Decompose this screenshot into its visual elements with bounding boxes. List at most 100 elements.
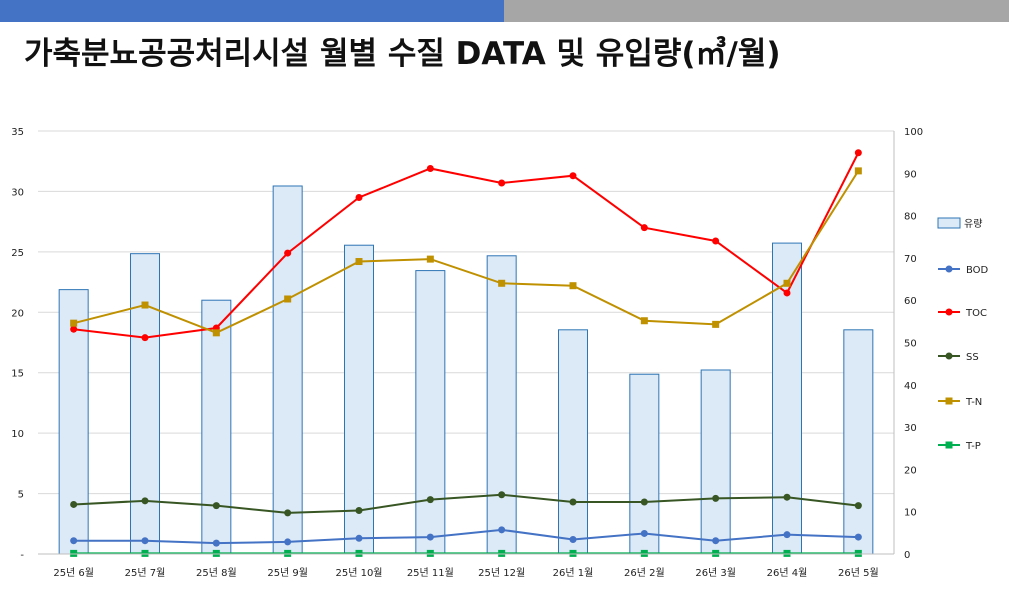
x-tick-label: 25년 7월 [125,567,166,579]
legend-label: BOD [966,265,989,276]
point-bod [426,533,434,541]
point-ss [284,509,292,517]
point-t-n [640,317,648,325]
bar [344,244,374,555]
point-toc [640,224,648,232]
point-bod [355,534,363,542]
point-ss [141,497,149,505]
legend: 유량 BOD TOC SS T-N T-P [937,217,989,452]
point-t-p [569,549,577,557]
right-tick-label: 0 [904,550,910,561]
legend-label: T-P [965,441,981,452]
point-t-n [854,167,862,175]
series-line-t-n [73,170,860,334]
right-tick-label: 10 [904,508,917,519]
right-tick-label: 20 [904,465,917,476]
left-tick-label: 10 [11,429,24,440]
legend-label: SS [966,352,979,363]
page-title: 가축분뇨공공처리시설 월별 수질 DATA 및 유입량(㎥/월) [24,36,781,72]
point-t-p [426,549,434,557]
point-ss [355,506,363,514]
legend-label: T-N [965,397,982,408]
point-t-p [355,549,363,557]
point-bod [783,531,791,539]
legend-marker [945,397,953,405]
legend-label: 유량 [964,218,982,230]
left-tick-label: 5 [18,490,24,501]
right-tick-label: 40 [904,381,917,392]
point-ss [640,498,648,506]
point-t-p [498,549,506,557]
point-t-n [212,329,220,337]
point-t-p [284,549,292,557]
x-tick-label: 26년 4월 [767,567,808,579]
point-toc [70,325,78,333]
point-t-n [355,258,363,266]
point-t-p [783,549,791,557]
point-ss [783,493,791,501]
bar [843,329,874,555]
series-line-toc [73,152,860,339]
x-tick-label: 26년 3월 [695,567,736,579]
line-series [70,149,862,557]
right-tick-label: 60 [904,296,917,307]
point-ss [569,498,577,506]
x-tick-label: 26년 2월 [624,567,665,579]
x-tick-label: 25년 8월 [196,567,237,579]
left-tick-label: 30 [11,187,24,198]
right-tick-label: 50 [904,339,917,350]
point-toc [783,289,791,297]
point-toc [284,249,292,257]
legend-label: TOC [965,308,987,319]
bar [130,253,160,555]
point-toc [355,193,363,201]
series-line-ss [73,493,859,514]
point-bod [498,526,506,534]
axes: - 5 10 15 20 25 30 35 0 10 20 30 40 50 60 70 80 90 100 25년 … [11,127,923,579]
x-tick-label: 25년 12월 [478,567,525,579]
point-t-n [70,319,78,327]
point-bod [854,533,862,541]
point-ss [426,496,434,504]
x-tick-label: 25년 6월 [53,567,94,579]
point-t-p [640,549,648,557]
bar [272,185,303,555]
point-toc [141,334,149,342]
bar [700,369,731,555]
point-bod [712,537,720,545]
x-tick-label: 26년 1월 [553,567,594,579]
right-tick-label: 90 [904,169,917,180]
point-t-p [854,549,862,557]
x-tick-label: 26년 5월 [838,567,879,579]
bar [201,299,232,555]
left-tick-label: 15 [11,369,24,380]
header-bar-gray [504,0,1009,22]
bar [629,373,660,555]
bar [558,329,588,555]
point-bod [141,537,149,545]
legend-swatch-flow [937,217,961,229]
point-t-p [712,549,720,557]
bar [415,270,446,555]
bar [58,289,89,555]
point-toc [426,164,434,172]
point-bod [212,539,220,547]
x-tick-label: 25년 10월 [335,567,382,579]
point-t-p [212,549,220,557]
point-t-n [783,279,791,287]
legend-marker [945,265,953,273]
point-ss [498,491,506,499]
left-tick-label: - [20,550,24,561]
point-ss [212,502,220,510]
point-t-n [498,279,506,287]
right-tick-label: 100 [904,127,923,138]
point-toc [569,172,577,180]
left-tick-label: 25 [11,248,24,259]
gridlines [38,130,894,555]
point-ss [70,500,78,508]
series-line-bod [73,528,859,545]
x-tick-label: 25년 11월 [407,567,454,579]
point-t-n [712,320,720,328]
point-bod [284,538,292,546]
